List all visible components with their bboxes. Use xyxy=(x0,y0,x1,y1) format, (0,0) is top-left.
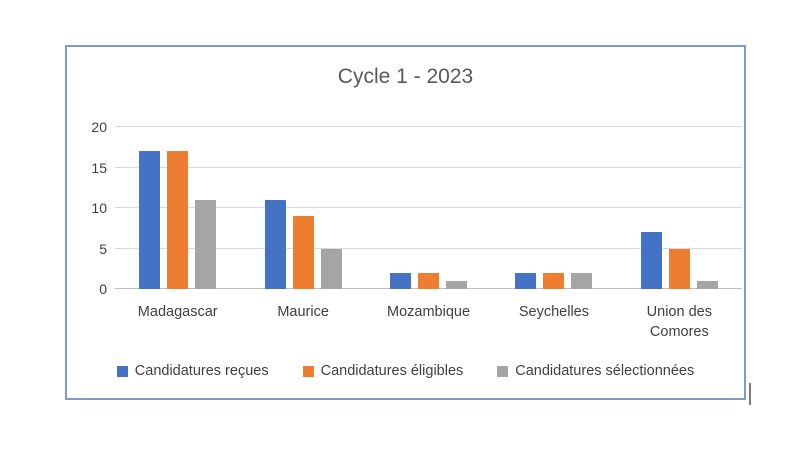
bar-group-seychelles xyxy=(491,127,616,289)
chart-title: Cycle 1 - 2023 xyxy=(337,65,474,88)
category-label: Maurice xyxy=(277,304,329,320)
category-label: Seychelles xyxy=(518,304,589,320)
legend-item: Candidatures reçues xyxy=(116,363,269,379)
x-axis-labels: Madagascar Maurice Mozambique Seychelles Uni… xyxy=(115,302,742,343)
bar-group-mozambique xyxy=(366,127,491,289)
bar-group-madagascar xyxy=(115,127,240,289)
y-tick-label: 5 xyxy=(99,240,107,257)
legend-swatch xyxy=(497,365,509,377)
gridline xyxy=(115,126,742,127)
y-tick-label: 0 xyxy=(99,281,107,297)
bar xyxy=(543,272,565,289)
text-cursor-artifact xyxy=(749,383,751,405)
gridline xyxy=(115,247,742,249)
y-tick-label: 10 xyxy=(91,200,107,216)
bar xyxy=(167,151,189,289)
bar xyxy=(640,232,662,289)
chart-frame[interactable]: Cycle 1 - 2023 0 5 10 15 20 Madagascar Mauric… xyxy=(65,45,746,400)
bar xyxy=(195,199,217,289)
legend-label: Candidatures sélectionnées xyxy=(515,363,695,379)
gridline xyxy=(115,207,742,208)
bar xyxy=(571,272,593,289)
legend-swatch xyxy=(116,365,128,377)
y-tick-label: 20 xyxy=(91,119,107,135)
legend-item: Candidatures sélectionnées xyxy=(497,363,694,379)
bar xyxy=(668,248,690,289)
bar-group-union-des-comores xyxy=(617,127,742,289)
category-label: Mozambique xyxy=(387,304,471,320)
legend-label: Candidatures reçues xyxy=(134,363,269,379)
bar xyxy=(418,272,440,289)
chart-legend: Candidatures reçues Candidatures éligible… xyxy=(67,363,744,379)
bar xyxy=(515,272,537,289)
bar xyxy=(696,280,718,289)
bar xyxy=(292,216,314,289)
bar xyxy=(264,199,286,289)
bar-group-maurice xyxy=(240,127,365,289)
category-label: Madagascar xyxy=(137,304,218,320)
plot-area: 0 5 10 15 20 xyxy=(91,120,742,296)
category-label: Union des Comores xyxy=(646,304,712,341)
legend-swatch xyxy=(302,365,314,377)
legend-item: Candidatures éligibles xyxy=(302,363,464,379)
bar xyxy=(446,280,468,289)
bar xyxy=(139,151,161,289)
bar xyxy=(390,272,412,289)
legend-label: Candidatures éligibles xyxy=(320,363,464,379)
bar xyxy=(320,248,342,289)
bar-groups xyxy=(115,127,742,289)
gridline xyxy=(115,166,742,168)
y-tick-label: 15 xyxy=(91,159,107,176)
